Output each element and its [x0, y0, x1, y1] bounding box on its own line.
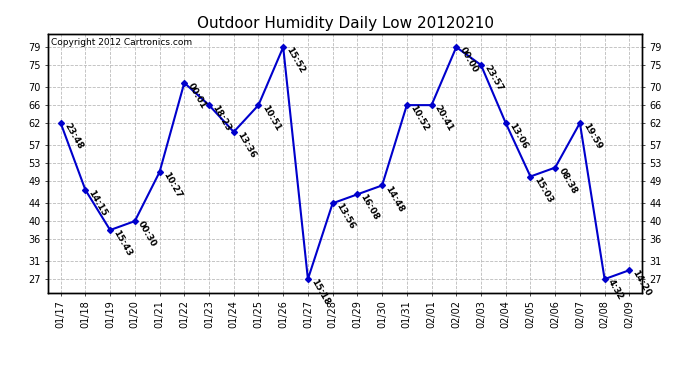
Text: 13:36: 13:36 — [235, 130, 257, 160]
Text: 18:23: 18:23 — [210, 104, 233, 133]
Text: 15:52: 15:52 — [284, 46, 306, 75]
Text: 23:48: 23:48 — [62, 122, 84, 151]
Text: 23:57: 23:57 — [482, 64, 504, 93]
Text: 00:00: 00:00 — [457, 46, 480, 75]
Text: 19:59: 19:59 — [581, 122, 604, 151]
Text: 15:03: 15:03 — [532, 175, 554, 204]
Text: 00:01: 00:01 — [186, 81, 208, 110]
Title: Outdoor Humidity Daily Low 20120210: Outdoor Humidity Daily Low 20120210 — [197, 16, 493, 31]
Text: 20:41: 20:41 — [433, 104, 455, 133]
Text: 16:08: 16:08 — [359, 193, 381, 222]
Text: 14:48: 14:48 — [384, 184, 406, 213]
Text: 08:38: 08:38 — [557, 166, 579, 195]
Text: 10:27: 10:27 — [161, 171, 183, 200]
Text: 10:51: 10:51 — [260, 104, 282, 133]
Text: 13:06: 13:06 — [507, 122, 529, 151]
Text: 10:52: 10:52 — [408, 104, 431, 133]
Text: 13:56: 13:56 — [334, 202, 356, 231]
Text: 4:32: 4:32 — [606, 278, 625, 302]
Text: 14:20: 14:20 — [631, 269, 653, 298]
Text: 00:30: 00:30 — [136, 220, 158, 249]
Text: 14:15: 14:15 — [87, 189, 109, 218]
Text: 15:18: 15:18 — [309, 278, 331, 307]
Text: Copyright 2012 Cartronics.com: Copyright 2012 Cartronics.com — [51, 38, 193, 46]
Text: 15:43: 15:43 — [112, 229, 134, 258]
